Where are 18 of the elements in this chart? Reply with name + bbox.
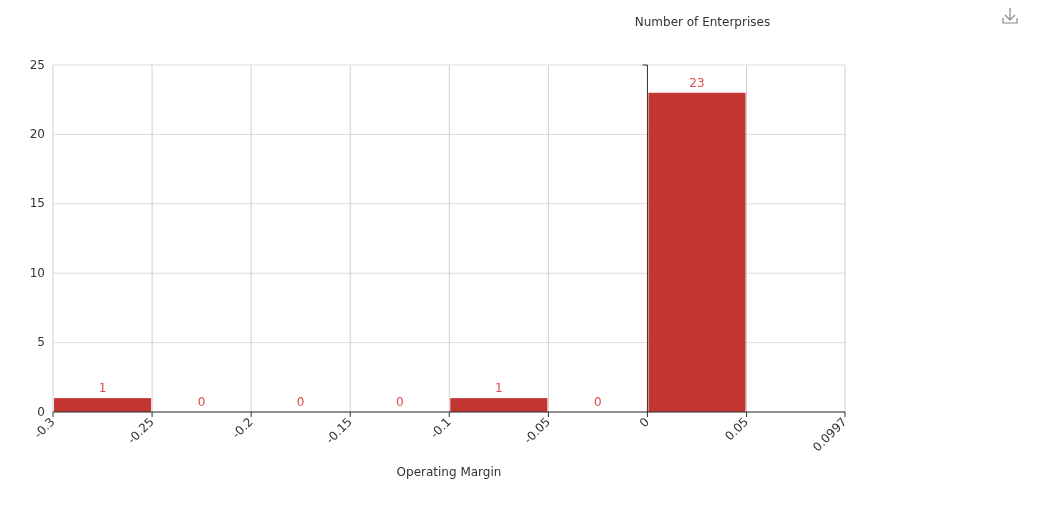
- y-tick-label: 10: [29, 265, 45, 280]
- y-tick-label: 15: [29, 196, 45, 211]
- y-tick-label: 0: [37, 404, 45, 419]
- data-label: 0: [594, 395, 602, 409]
- x-tick-label: -0.2: [229, 414, 256, 442]
- data-label: 0: [395, 395, 404, 409]
- y-tick-label: 20: [29, 126, 45, 141]
- data-label: 23: [689, 75, 705, 90]
- data-label: 0: [296, 395, 305, 409]
- y-tick-label: 25: [29, 57, 45, 72]
- data-label: 1: [495, 381, 503, 396]
- data-label: 1: [98, 381, 107, 396]
- x-axis-title: Operating Margin: [396, 464, 502, 479]
- data-label: 0: [197, 395, 206, 409]
- y-axis-title: Number of Enterprises: [634, 14, 771, 29]
- x-tick-label: -0.1: [427, 414, 454, 442]
- x-tick-label: 0: [636, 414, 653, 430]
- y-tick-label: 5: [37, 335, 45, 350]
